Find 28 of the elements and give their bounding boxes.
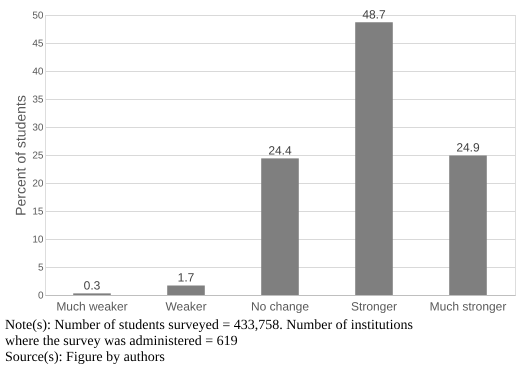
data-label: 0.3 <box>84 278 101 292</box>
x-tick-label: Much stronger <box>430 300 506 314</box>
x-tick-label: Stronger <box>350 300 398 314</box>
y-tick-label: 45 <box>32 38 44 50</box>
y-axis-title: Percent of students <box>12 95 28 216</box>
y-tick-label: 35 <box>32 94 44 106</box>
bar <box>261 158 299 295</box>
x-tick-label: No change <box>250 300 310 314</box>
x-tick-label: Weaker <box>165 300 207 314</box>
y-tick-label: 10 <box>32 234 44 246</box>
data-label: 1.7 <box>178 270 195 284</box>
y-tick-label: 50 <box>32 10 44 22</box>
y-tick-label: 30 <box>32 122 44 134</box>
bar <box>167 285 205 295</box>
y-tick-label: 15 <box>32 206 44 218</box>
text: Note(s): Number of students surveyed = 433,758. Number of institutions where the survey was administered = 619 <box>5 318 414 349</box>
source-note: Source(s): Figure by authors <box>5 350 165 365</box>
y-tick-label: 20 <box>32 178 44 190</box>
data-label: 24.4 <box>268 143 292 158</box>
bar <box>449 156 487 295</box>
bar <box>355 22 393 295</box>
x-tick-label: Much weaker <box>56 300 128 314</box>
data-label: 24.9 <box>456 140 480 155</box>
y-tick-label: 25 <box>32 150 44 162</box>
y-tick-label: 40 <box>32 66 44 78</box>
y-tick-label: 5 <box>38 262 44 274</box>
data-label: 48.7 <box>362 7 386 22</box>
y-tick-label: 0 <box>38 290 44 302</box>
